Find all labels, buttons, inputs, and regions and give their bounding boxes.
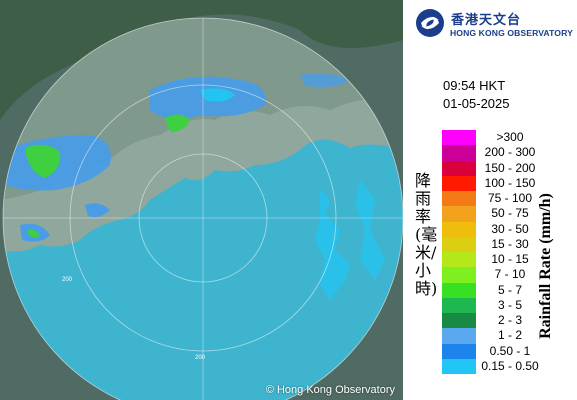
legend-label: 10 - 15 [491,252,529,266]
legend-label: 0.15 - 0.50 [481,358,539,373]
legend-row: 0.15 - 0.50 [442,358,572,374]
radar-map: 200 200 © Hong Kong Observatory [0,0,403,400]
legend-label: 0.50 - 1 [489,343,531,358]
logo-name-zh: 香港天文台 [451,13,522,28]
legend-color-swatch [442,358,476,374]
rain-echo-heavy [25,144,61,178]
legend-color-swatch [442,130,476,146]
rain-echo-heavy [165,114,190,132]
legend-label: 3 - 5 [497,297,522,312]
range-label: 200 [62,277,73,283]
legend-color-swatch [442,206,476,222]
radar-range-circle [2,17,403,400]
legend-title-en: Rainfall Rate (mm/h) [537,193,554,339]
observation-date: 01-05-2025 [443,96,510,111]
logo-name-en: HONG KONG OBSERVATORY [450,28,573,38]
legend-color-swatch [442,252,476,268]
legend-label: 30 - 50 [491,221,529,236]
legend-row: 0.50 - 1 [442,343,572,359]
legend-color-swatch [442,221,476,237]
legend-color-swatch [442,236,476,252]
legend-row: >300 [442,130,572,146]
radar-map-svg: 200 200 [0,0,403,400]
observatory-logo-icon [416,9,444,37]
legend-panel: 香港天文台 HONG KONG OBSERVATORY 09:54 HKT 01… [403,0,577,400]
rain-echo-light [315,190,350,300]
legend-color-swatch [442,297,476,313]
legend-row: 30 - 50 [442,221,572,237]
legend-label: 200 - 300 [484,145,536,160]
legend-label: 2 - 3 [497,313,522,327]
legend-row: 2 - 3 [442,313,572,329]
legend-label: 100 - 150 [484,175,536,190]
legend-label: 5 - 7 [497,282,522,297]
legend-color-swatch [442,175,476,191]
rainfall-legend: >300 200 - 300 150 - 200 100 - 150 75 - 100 5… [442,130,572,374]
legend-label: 15 - 30 [491,236,529,251]
legend-row: 10 - 15 [442,252,572,268]
legend-row: 15 - 30 [442,236,572,252]
legend-row: 1 - 2 [442,328,572,344]
legend-row: 200 - 300 [442,145,572,161]
legend-color-swatch [442,267,476,283]
legend-label: 7 - 10 [494,267,526,282]
legend-label: 75 - 100 [487,191,533,205]
legend-color-swatch [442,343,476,359]
legend-color-swatch [442,145,476,161]
range-label: 200 [195,355,206,361]
rain-echo [85,203,110,218]
rain-echo [300,73,350,88]
observatory-logo: 香港天文台 HONG KONG OBSERVATORY [413,6,573,42]
legend-label: 150 - 200 [484,160,536,175]
legend-color-swatch [442,328,476,344]
legend-color-swatch [442,191,476,207]
legend-color-swatch [442,313,476,329]
rain-echo-light [200,88,235,102]
range-ring [69,84,337,352]
legend-color-swatch [442,282,476,298]
legend-row: 50 - 75 [442,206,572,222]
legend-color-swatch [442,160,476,176]
rain-echo-light [355,180,385,280]
legend-label: 50 - 75 [491,206,529,221]
legend-label: >300 [496,130,524,144]
legend-row: 3 - 5 [442,297,572,313]
observation-time: 09:54 HKT [443,78,506,93]
land-area [0,0,403,120]
legend-row: 75 - 100 [442,191,572,207]
legend-row: 150 - 200 [442,160,572,176]
legend-title-zh: 降雨率(毫米/小時) [415,171,438,298]
copyright-text: © Hong Kong Observatory [265,384,395,396]
legend-row: 5 - 7 [442,282,572,298]
legend-row: 7 - 10 [442,267,572,283]
legend-label: 1 - 2 [497,328,522,343]
legend-row: 100 - 150 [442,175,572,191]
rain-echo-heavy [28,229,40,238]
range-ring [138,153,268,283]
